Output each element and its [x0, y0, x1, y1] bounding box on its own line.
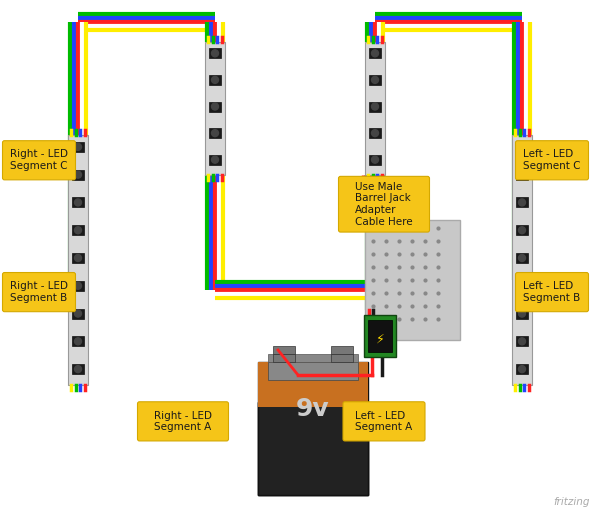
Bar — [369, 48, 381, 58]
Bar — [516, 364, 528, 374]
Circle shape — [518, 338, 526, 345]
Bar — [72, 197, 84, 207]
Bar — [72, 281, 84, 291]
Circle shape — [371, 156, 379, 163]
Circle shape — [371, 130, 379, 136]
Bar — [512, 135, 532, 385]
Text: ⚡: ⚡ — [376, 332, 385, 345]
Circle shape — [518, 310, 526, 317]
Bar — [369, 155, 381, 165]
Bar — [364, 315, 396, 357]
Circle shape — [212, 130, 218, 136]
Circle shape — [518, 143, 526, 150]
Circle shape — [371, 50, 379, 57]
Circle shape — [74, 171, 82, 178]
Bar — [268, 362, 358, 380]
Bar — [258, 362, 368, 495]
FancyBboxPatch shape — [2, 141, 76, 180]
Bar — [72, 170, 84, 180]
Circle shape — [74, 310, 82, 317]
Text: fritzing: fritzing — [554, 497, 590, 507]
Circle shape — [74, 366, 82, 373]
Text: Left - LED
Segment A: Left - LED Segment A — [355, 410, 413, 432]
Bar — [273, 354, 295, 362]
Circle shape — [212, 77, 218, 83]
FancyBboxPatch shape — [515, 272, 589, 312]
Bar — [209, 155, 221, 165]
Bar — [516, 170, 528, 180]
Bar — [365, 42, 385, 175]
Circle shape — [518, 227, 526, 234]
Bar — [331, 346, 353, 354]
Circle shape — [518, 199, 526, 206]
FancyBboxPatch shape — [338, 176, 430, 232]
Circle shape — [74, 254, 82, 262]
Circle shape — [371, 77, 379, 83]
Bar — [273, 346, 295, 354]
Bar — [516, 142, 528, 152]
Bar — [209, 128, 221, 138]
Circle shape — [212, 103, 218, 110]
Text: Right - LED
Segment A: Right - LED Segment A — [154, 410, 212, 432]
Bar — [72, 225, 84, 235]
Bar — [72, 253, 84, 263]
Circle shape — [74, 282, 82, 290]
Circle shape — [518, 282, 526, 290]
Circle shape — [518, 366, 526, 373]
Bar — [369, 128, 381, 138]
Bar — [258, 362, 368, 402]
Circle shape — [74, 199, 82, 206]
Bar — [516, 337, 528, 346]
Bar — [516, 281, 528, 291]
Bar — [258, 362, 368, 407]
Bar — [72, 337, 84, 346]
Bar — [209, 75, 221, 85]
Bar — [258, 402, 368, 495]
Bar — [68, 135, 88, 385]
FancyBboxPatch shape — [2, 272, 76, 312]
Bar — [209, 101, 221, 112]
Circle shape — [518, 171, 526, 178]
Bar — [365, 220, 460, 340]
Text: Use Male
Barrel Jack
Adapter
Cable Here: Use Male Barrel Jack Adapter Cable Here — [355, 182, 413, 226]
Bar — [205, 42, 225, 175]
Text: Left - LED
Segment B: Left - LED Segment B — [523, 281, 581, 303]
FancyBboxPatch shape — [343, 402, 425, 441]
Bar — [516, 197, 528, 207]
Circle shape — [212, 156, 218, 163]
Bar — [72, 309, 84, 318]
Bar — [516, 253, 528, 263]
Text: Right - LED
Segment C: Right - LED Segment C — [10, 149, 68, 171]
Bar — [369, 101, 381, 112]
Bar — [268, 354, 358, 362]
Bar — [368, 320, 392, 352]
Circle shape — [212, 50, 218, 57]
Bar — [72, 142, 84, 152]
Bar — [72, 364, 84, 374]
Circle shape — [74, 143, 82, 150]
Bar — [209, 48, 221, 58]
Bar — [516, 309, 528, 318]
Text: Right - LED
Segment B: Right - LED Segment B — [10, 281, 68, 303]
Circle shape — [74, 227, 82, 234]
Circle shape — [74, 338, 82, 345]
Text: 9v: 9v — [296, 397, 330, 421]
FancyBboxPatch shape — [137, 402, 229, 441]
Bar — [331, 354, 353, 362]
Bar — [516, 225, 528, 235]
Circle shape — [371, 103, 379, 110]
Circle shape — [518, 254, 526, 262]
FancyBboxPatch shape — [515, 141, 589, 180]
Bar — [369, 75, 381, 85]
Text: Left - LED
Segment C: Left - LED Segment C — [523, 149, 581, 171]
